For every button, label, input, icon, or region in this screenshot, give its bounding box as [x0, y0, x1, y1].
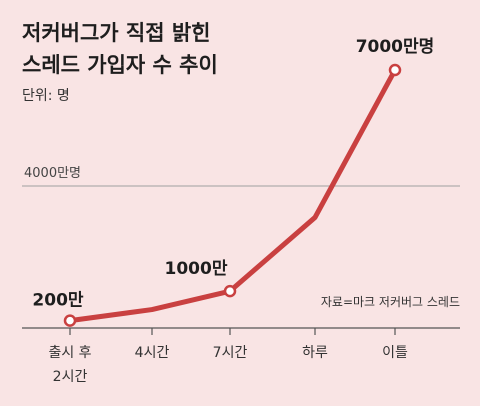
chart-title-line-1: 저커버그가 직접 밝힌 [22, 21, 211, 45]
data-point-marker [63, 314, 77, 327]
data-label: 1000만 [165, 259, 228, 279]
series-line [67, 67, 398, 324]
x-tick-label: 이틀 [382, 345, 408, 361]
x-tick-label: 출시 후 [48, 345, 91, 361]
data-label: 200만 [32, 291, 83, 311]
x-tick-label: 7시간 [213, 345, 248, 361]
data-label: 7000만명 [356, 37, 435, 57]
x-tick-label: 2시간 [53, 369, 88, 385]
chart-title-line-2: 스레드 가입자 수 추이 [22, 53, 218, 77]
x-tick-label: 하루 [302, 345, 328, 361]
source-note: 자료=마크 저커버그 스레드 [321, 295, 460, 309]
data-point-marker [223, 284, 237, 298]
data-point-marker [388, 63, 402, 77]
reference-label: 4000만명 [24, 166, 81, 181]
x-tick-label: 4시간 [135, 345, 170, 361]
unit-label: 단위: 명 [22, 88, 70, 104]
